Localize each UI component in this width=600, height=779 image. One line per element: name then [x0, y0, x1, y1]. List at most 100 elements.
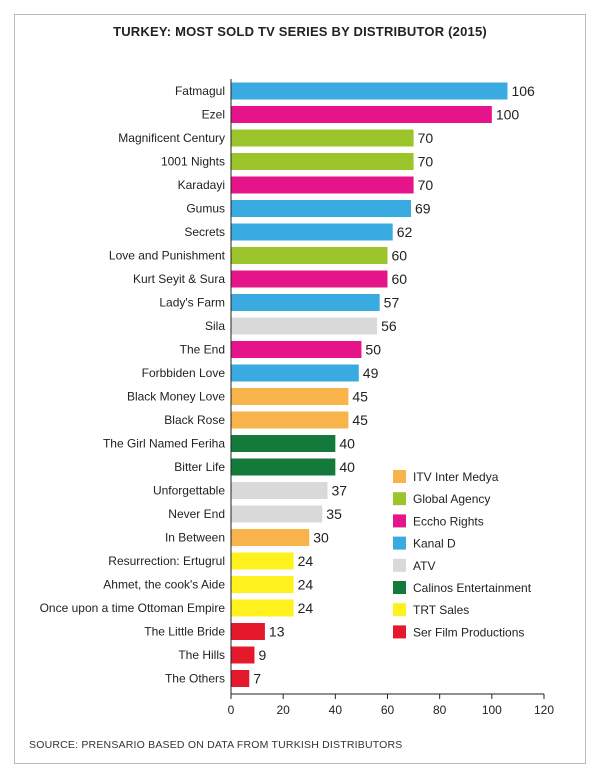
- bar-12: [231, 364, 359, 382]
- bar-25: [231, 670, 250, 687]
- value-label: 9: [258, 647, 266, 663]
- category-label: Bitter Life: [174, 460, 225, 474]
- legend-label: ITV Inter Medya: [413, 470, 499, 484]
- bar-22: [231, 599, 294, 617]
- category-label: Black Rose: [164, 413, 225, 427]
- bar-7: [231, 247, 388, 264]
- value-label: 24: [298, 553, 314, 569]
- value-label: 70: [418, 177, 434, 193]
- bar-9: [231, 294, 380, 311]
- bar-8: [231, 270, 388, 288]
- bar-15: [231, 435, 336, 452]
- x-tick-label: 60: [381, 703, 395, 717]
- bar-13: [231, 388, 349, 405]
- bar-18: [231, 505, 323, 523]
- chart-source-note: SOURCE: PRENSARIO BASED ON DATA FROM TUR…: [29, 739, 403, 751]
- legend-label: Eccho Rights: [413, 514, 484, 528]
- category-label: Unforgettable: [153, 484, 225, 498]
- bar-24: [231, 646, 255, 664]
- category-label: Sila: [205, 319, 225, 333]
- bar-11: [231, 341, 362, 358]
- value-label: 106: [511, 83, 535, 99]
- value-label: 24: [298, 577, 314, 593]
- value-label: 40: [339, 459, 355, 475]
- category-label: Never End: [168, 507, 225, 521]
- bar-5: [231, 200, 411, 217]
- x-tick-label: 120: [534, 703, 554, 717]
- bar-1: [231, 106, 492, 123]
- chart-title: TURKEY: MOST SOLD TV SERIES BY DISTRIBUT…: [113, 24, 487, 39]
- value-label: 100: [496, 107, 520, 123]
- bar-2: [231, 129, 414, 147]
- value-label: 50: [365, 342, 381, 358]
- legend-label: ATV: [413, 559, 435, 573]
- legend-swatch-3: [393, 536, 406, 550]
- value-label: 13: [269, 624, 285, 640]
- category-label: The Girl Named Feriha: [103, 437, 225, 451]
- legend-label: Calinos Entertainment: [413, 581, 532, 595]
- value-label: 60: [392, 248, 408, 264]
- value-label: 56: [381, 318, 397, 334]
- bar-20: [231, 552, 294, 570]
- category-label: Gumus: [186, 202, 225, 216]
- category-label: The End: [180, 343, 225, 357]
- legend-swatch-6: [393, 603, 406, 617]
- bar-19: [231, 529, 310, 546]
- category-label: Lady's Farm: [159, 296, 225, 310]
- x-tick-label: 80: [433, 703, 447, 717]
- category-label: Once upon a time Ottoman Empire: [40, 601, 226, 615]
- value-label: 62: [397, 224, 413, 240]
- legend-swatch-2: [393, 514, 406, 528]
- value-label: 45: [352, 389, 368, 405]
- value-label: 60: [392, 271, 408, 287]
- bar-0: [231, 82, 508, 100]
- value-label: 40: [339, 436, 355, 452]
- value-label: 24: [298, 600, 314, 616]
- category-label: Black Money Love: [127, 390, 225, 404]
- category-label: Love and Punishment: [109, 249, 226, 263]
- value-label: 7: [253, 671, 261, 687]
- legend-swatch-4: [393, 558, 406, 572]
- category-label: 1001 Nights: [161, 155, 225, 169]
- category-label: Forbbiden Love: [142, 366, 226, 380]
- category-label: Resurrection: Ertugrul: [108, 554, 225, 568]
- category-label: Ahmet, the cook's Aide: [103, 578, 225, 592]
- legend-label: TRT Sales: [413, 603, 469, 617]
- category-label: Karadayi: [178, 178, 225, 192]
- category-label: Magnificent Century: [118, 131, 225, 145]
- bar-21: [231, 576, 294, 593]
- bar-16: [231, 458, 336, 476]
- bar-17: [231, 482, 328, 499]
- bar-4: [231, 176, 414, 194]
- x-tick-label: 0: [228, 703, 235, 717]
- category-label: The Little Bride: [144, 625, 225, 639]
- legend-swatch-1: [393, 492, 406, 506]
- value-label: 49: [363, 365, 379, 381]
- legend-label: Global Agency: [413, 492, 490, 506]
- value-label: 30: [313, 530, 329, 546]
- x-tick-label: 100: [482, 703, 502, 717]
- value-label: 70: [418, 130, 434, 146]
- bar-6: [231, 223, 393, 241]
- value-label: 37: [332, 483, 348, 499]
- value-label: 70: [418, 154, 434, 170]
- bar-14: [231, 411, 349, 429]
- category-label: Ezel: [202, 108, 225, 122]
- x-tick-label: 40: [329, 703, 343, 717]
- category-label: In Between: [165, 531, 225, 545]
- category-label: The Others: [165, 672, 225, 686]
- value-label: 69: [415, 201, 431, 217]
- legend-swatch-5: [393, 581, 406, 594]
- value-label: 45: [352, 412, 368, 428]
- bar-3: [231, 153, 414, 170]
- value-label: 35: [326, 506, 342, 522]
- category-label: The Hills: [178, 648, 225, 662]
- bar-23: [231, 623, 265, 640]
- category-label: Secrets: [184, 225, 225, 239]
- x-tick-label: 20: [276, 703, 290, 717]
- category-label: Kurt Seyit & Sura: [133, 272, 225, 286]
- legend-label: Ser Film Productions: [413, 625, 524, 639]
- bar-10: [231, 317, 378, 335]
- legend-swatch-7: [393, 625, 406, 639]
